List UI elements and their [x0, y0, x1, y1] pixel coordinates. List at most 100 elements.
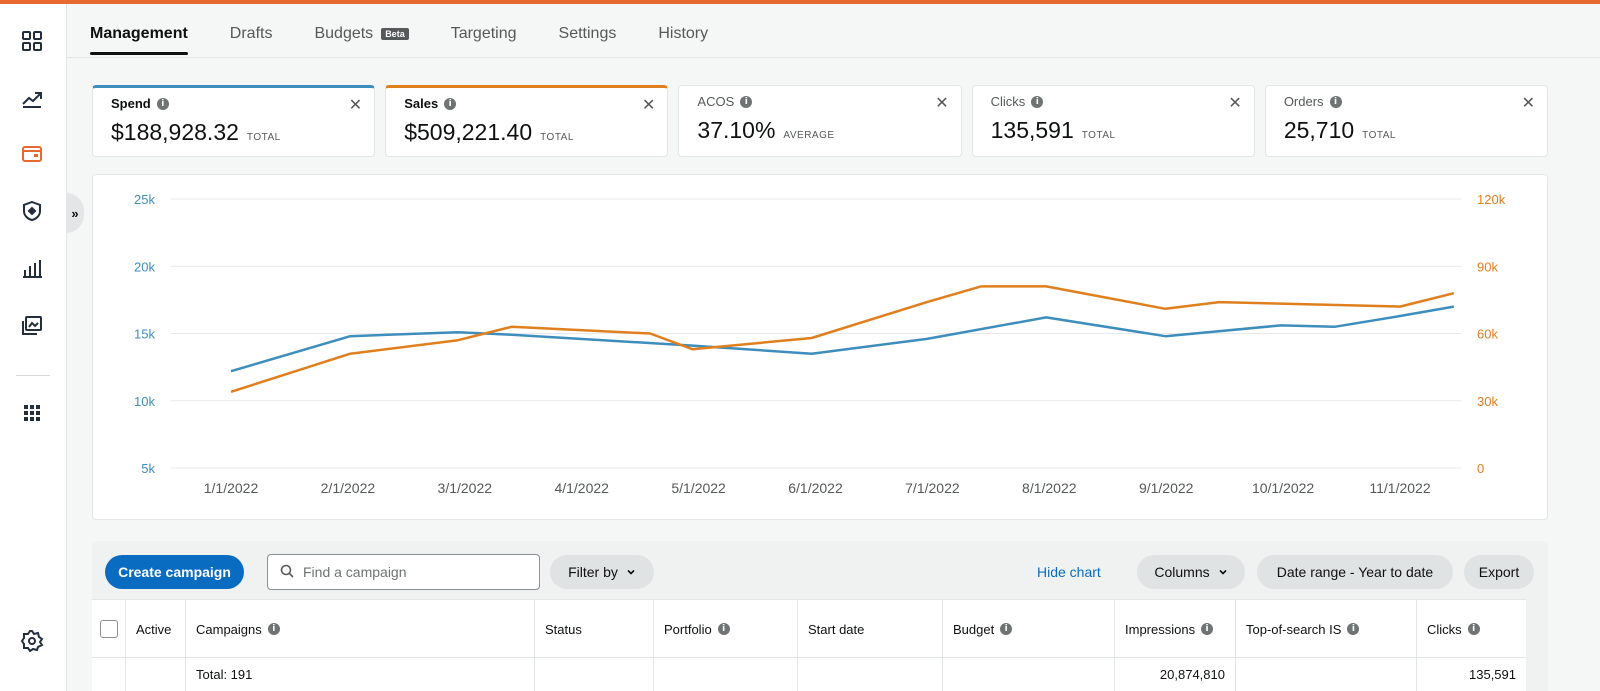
apps-grid-icon[interactable] [18, 399, 46, 427]
performance-chart-card: 5k 0 10k 30k 15k 60k 20k 90k 25k 120k 1/1/2022 2/1/… [92, 174, 1548, 520]
trending-icon[interactable] [18, 84, 46, 112]
metric-value: $188,928.32 TOTAL [111, 119, 356, 146]
metric-card-sales[interactable]: Sales i $509,221.40 TOTAL ✕ [385, 85, 669, 157]
metric-unit: TOTAL [1081, 130, 1116, 141]
x-tick-label: 8/1/2022 [1022, 480, 1077, 496]
search-field[interactable] [267, 554, 540, 590]
info-icon[interactable]: i [444, 97, 457, 110]
select-all-cell [92, 600, 126, 658]
column-header-top-of-search[interactable]: Top-of-search IS i [1236, 600, 1417, 658]
metric-card-orders[interactable]: Orders i 25,710 TOTAL ✕ [1264, 85, 1549, 157]
column-label: Portfolio [664, 621, 712, 637]
media-icon[interactable] [18, 312, 46, 340]
chevron-down-icon [1218, 564, 1228, 580]
filter-label: Filter by [568, 564, 618, 580]
campaign-icon[interactable] [18, 140, 46, 168]
export-button[interactable]: Export [1464, 555, 1534, 589]
tab-drafts[interactable]: Drafts [230, 10, 273, 55]
campaign-table-card: Create campaign Filter by Hide chart Col… [92, 541, 1548, 691]
tab-budgets[interactable]: Budgets Beta [314, 10, 409, 55]
tab-label: Targeting [450, 24, 517, 42]
info-icon[interactable]: i [1329, 95, 1342, 108]
table-cell [654, 658, 798, 691]
column-label: Active [136, 621, 172, 637]
info-icon[interactable]: i [717, 623, 730, 635]
x-tick-label: 2/1/2022 [321, 480, 376, 496]
collapse-nav-button[interactable]: » [66, 193, 84, 233]
column-header-start-date[interactable]: Start date [798, 600, 943, 658]
x-tick-label: 4/1/2022 [554, 480, 609, 496]
table-cell [126, 658, 186, 691]
close-icon[interactable]: ✕ [642, 97, 656, 114]
hide-chart-link[interactable]: Hide chart [1037, 564, 1101, 580]
nav-divider [16, 375, 50, 376]
metric-value: 37.10% AVERAGE [697, 117, 942, 144]
column-header-status[interactable]: Status [535, 600, 654, 658]
x-tick-label: 7/1/2022 [905, 480, 960, 496]
column-header-active[interactable]: Active [126, 600, 186, 658]
bar-chart-icon[interactable] [18, 254, 46, 282]
search-input[interactable] [303, 564, 523, 580]
x-tick-label: 11/1/2022 [1369, 480, 1430, 496]
tab-settings[interactable]: Settings [559, 10, 617, 55]
x-tick-label: 10/1/2022 [1252, 480, 1314, 496]
metric-unit: TOTAL [246, 132, 281, 143]
metric-label-text: Spend [111, 96, 151, 111]
table-cell [943, 658, 1115, 691]
column-header-campaigns[interactable]: Campaigns i [186, 600, 535, 658]
metric-value-text: 25,710 [1283, 117, 1355, 143]
column-header-portfolio[interactable]: Portfolio i [654, 600, 798, 658]
info-icon[interactable]: i [1000, 623, 1013, 635]
tab-label: Settings [558, 24, 617, 42]
tab-bar: Management Drafts Budgets Beta Targeting … [90, 10, 750, 55]
y-left-tick-label: 5k [141, 461, 155, 476]
total-campaigns-cell: Total: 191 [186, 658, 535, 691]
y-right-tick-label: 60k [1477, 327, 1498, 342]
metric-label: Spend i [111, 96, 356, 111]
info-icon[interactable]: i [267, 623, 280, 635]
shield-icon[interactable] [18, 197, 46, 225]
table-cell [798, 658, 943, 691]
create-campaign-button[interactable]: Create campaign [105, 555, 244, 589]
info-icon[interactable]: i [1201, 623, 1214, 635]
x-tick-label: 9/1/2022 [1139, 480, 1194, 496]
column-header-budget[interactable]: Budget i [943, 600, 1115, 658]
left-nav [0, 4, 67, 691]
metric-card-clicks[interactable]: Clicks i 135,591 TOTAL ✕ [971, 85, 1255, 157]
info-icon[interactable]: i [1467, 623, 1480, 635]
close-icon[interactable]: ✕ [1228, 95, 1242, 112]
tab-targeting[interactable]: Targeting [451, 10, 517, 55]
total-impressions-cell: 20,874,810 [1115, 658, 1236, 691]
info-icon[interactable]: i [1347, 623, 1360, 635]
select-all-checkbox[interactable] [100, 620, 118, 638]
close-icon[interactable]: ✕ [1521, 95, 1536, 112]
dashboard-icon[interactable] [18, 27, 46, 55]
metric-card-spend[interactable]: Spend i $188,928.32 TOTAL ✕ [92, 85, 376, 157]
date-range-button[interactable]: Date range - Year to date [1257, 555, 1453, 589]
column-header-impressions[interactable]: Impressions i [1115, 600, 1236, 658]
metric-label-text: Clicks [990, 94, 1026, 109]
tab-history[interactable]: History [658, 10, 708, 55]
metric-label-text: ACOS [697, 94, 735, 109]
series-line-right [230, 285, 1455, 393]
table-header: Active Campaigns i Status Portfolio i Star… [92, 599, 1526, 658]
columns-label: Columns [1154, 564, 1210, 580]
columns-button[interactable]: Columns [1137, 555, 1245, 589]
tab-management[interactable]: Management [90, 10, 188, 55]
metric-unit: AVERAGE [783, 130, 835, 141]
tab-divider [67, 57, 1600, 58]
info-icon[interactable]: i [1031, 95, 1044, 108]
info-icon[interactable]: i [156, 97, 169, 110]
series-line-left [230, 305, 1455, 373]
close-icon[interactable]: ✕ [348, 97, 363, 114]
info-icon[interactable]: i [740, 95, 753, 108]
metric-card-acos[interactable]: ACOS i 37.10% AVERAGE ✕ [678, 85, 962, 157]
metric-value: $509,221.40 TOTAL [404, 119, 649, 146]
y-left-tick-label: 25k [134, 192, 155, 207]
metric-label: Orders i [1284, 94, 1529, 109]
close-icon[interactable]: ✕ [935, 95, 949, 112]
column-header-clicks[interactable]: Clicks i [1417, 600, 1526, 658]
filter-by-button[interactable]: Filter by [550, 555, 654, 589]
settings-icon[interactable] [18, 627, 46, 655]
y-right-tick-label: 120k [1477, 192, 1506, 207]
